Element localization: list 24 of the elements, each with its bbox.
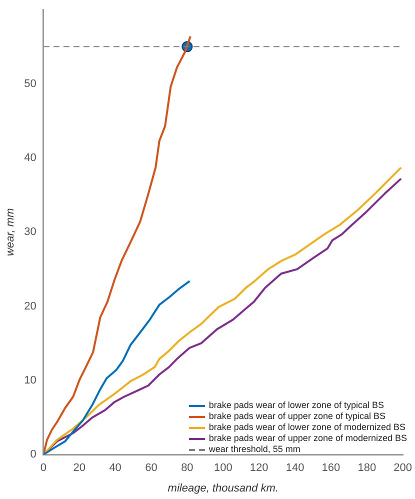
x-tick-label: 60 — [145, 462, 158, 474]
x-tick-label: 40 — [109, 462, 122, 474]
x-tick-label: 160 — [322, 462, 340, 474]
y-tick-label: 0 — [30, 448, 36, 461]
x-tick-label: 80 — [181, 462, 194, 474]
legend-label: wear threshold, 55 mm — [208, 444, 300, 455]
y-axis-title: wear, mm — [4, 208, 17, 256]
x-tick-label: 120 — [250, 462, 268, 474]
y-tick-label: 10 — [24, 374, 36, 386]
legend-label: brake pads wear of upper zone of typical BS — [208, 411, 386, 422]
y-tick-label: 50 — [24, 78, 36, 90]
y-tick-label: 30 — [24, 226, 36, 238]
legend-label: brake pads wear of lower zone of typical BS — [208, 400, 384, 411]
x-tick-label: 140 — [286, 462, 304, 474]
x-tick-label: 100 — [214, 462, 232, 474]
x-axis-title: mileage, thousand km. — [168, 482, 278, 494]
y-tick-label: 20 — [24, 300, 36, 312]
x-tick-label: 20 — [73, 462, 86, 474]
x-tick-label: 200 — [394, 462, 412, 474]
legend-label: brake pads wear of lower zone of modernized BS — [208, 422, 406, 433]
y-tick-label: 40 — [24, 152, 36, 164]
x-tick-label: 180 — [358, 462, 376, 474]
x-tick-label: 0 — [40, 462, 46, 474]
legend-label: brake pads wear of upper zone of modernized BS — [208, 433, 407, 444]
